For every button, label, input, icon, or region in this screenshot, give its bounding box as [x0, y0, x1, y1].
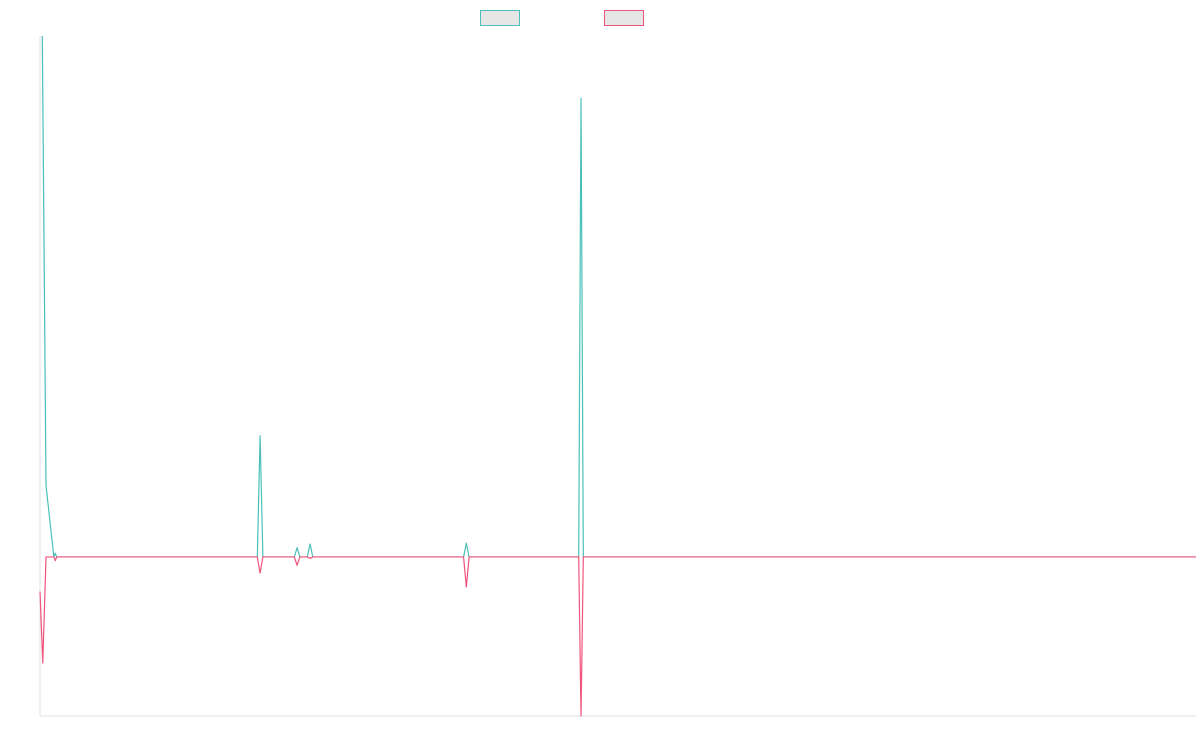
legend-item-series-b[interactable] — [604, 9, 650, 27]
series-a-line — [41, 35, 1196, 558]
legend-swatch-series-a — [480, 10, 520, 26]
series-layer — [39, 35, 1196, 717]
legend-swatch-series-b — [604, 10, 644, 26]
legend-item-series-a[interactable] — [480, 9, 526, 27]
series-b-line — [39, 556, 1196, 717]
legend — [0, 9, 1200, 27]
